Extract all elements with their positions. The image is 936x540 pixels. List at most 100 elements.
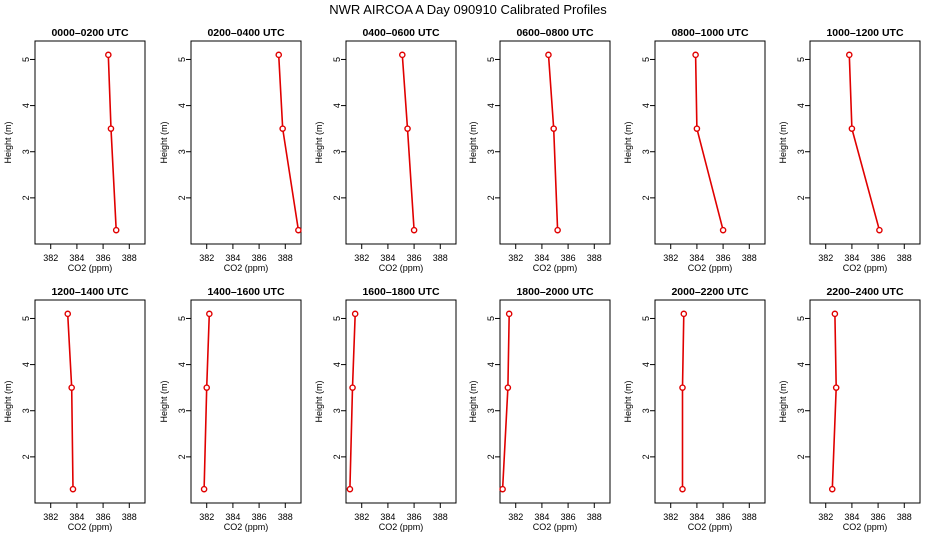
profile-line bbox=[501, 313, 510, 490]
x-tick-label: 386 bbox=[871, 512, 886, 522]
data-point bbox=[279, 125, 286, 132]
y-tick-label: 2 bbox=[796, 454, 806, 459]
panel-title: 1000–1200 UTC bbox=[826, 27, 903, 39]
y-tick-label: 4 bbox=[332, 362, 342, 367]
data-point bbox=[679, 384, 686, 391]
x-tick-label: 382 bbox=[663, 512, 678, 522]
panel-title: 0400–0600 UTC bbox=[362, 27, 439, 39]
x-tick-label: 384 bbox=[689, 253, 704, 263]
y-tick-label: 5 bbox=[641, 316, 651, 321]
y-tick-label: 2 bbox=[21, 454, 31, 459]
data-point bbox=[206, 310, 213, 318]
x-axis-label: CO2 (ppm) bbox=[224, 263, 269, 273]
y-tick-label: 3 bbox=[332, 149, 342, 154]
y-tick-label: 2 bbox=[486, 454, 496, 459]
profile-line bbox=[401, 54, 415, 231]
data-point bbox=[692, 51, 699, 59]
profile-line bbox=[681, 313, 685, 490]
y-tick-label: 2 bbox=[177, 195, 187, 200]
data-point bbox=[399, 51, 406, 59]
y-axis-label: Height (m) bbox=[778, 121, 788, 163]
y-tick-label: 3 bbox=[332, 408, 342, 413]
y-tick-label: 5 bbox=[796, 316, 806, 321]
plot-frame bbox=[190, 299, 302, 504]
x-tick-label: 382 bbox=[818, 512, 833, 522]
data-point bbox=[550, 125, 557, 132]
x-tick-label: 386 bbox=[561, 253, 576, 263]
x-tick-label: 388 bbox=[897, 512, 912, 522]
data-point bbox=[693, 125, 701, 132]
panel-4: 0600–0800 UTC 382 384 386 388 CO2 (ppm) 2 3 4 5 He… bbox=[468, 27, 611, 273]
y-tick-label: 2 bbox=[332, 195, 342, 200]
y-tick-label: 2 bbox=[332, 454, 342, 459]
data-point bbox=[351, 310, 359, 318]
profile-line bbox=[277, 54, 300, 231]
plot-frame bbox=[345, 40, 457, 245]
y-tick-label: 4 bbox=[21, 362, 31, 367]
profile-line bbox=[831, 313, 838, 490]
y-tick-label: 2 bbox=[21, 195, 31, 200]
y-axis-label: Height (m) bbox=[623, 380, 633, 422]
x-tick-label: 382 bbox=[508, 512, 523, 522]
profile-line bbox=[349, 313, 356, 490]
plot-frame bbox=[345, 299, 457, 504]
y-axis-label: Height (m) bbox=[3, 121, 13, 163]
panel-title: 0600–0800 UTC bbox=[516, 27, 593, 39]
y-tick-label: 3 bbox=[177, 408, 187, 413]
x-tick-label: 382 bbox=[199, 512, 214, 522]
plot-frame bbox=[190, 40, 302, 245]
y-tick-label: 2 bbox=[796, 195, 806, 200]
data-point bbox=[845, 51, 853, 59]
profile-line bbox=[694, 54, 724, 231]
panel-title: 1800–2000 UTC bbox=[516, 286, 593, 298]
x-tick-label: 384 bbox=[689, 512, 704, 522]
x-tick-label: 386 bbox=[96, 512, 111, 522]
y-tick-label: 4 bbox=[486, 103, 496, 108]
x-tick-label: 382 bbox=[43, 253, 58, 263]
x-axis-label: CO2 (ppm) bbox=[379, 522, 424, 532]
data-point bbox=[404, 125, 411, 132]
panel-title: 1400–1600 UTC bbox=[207, 286, 284, 298]
x-tick-label: 382 bbox=[354, 253, 369, 263]
panel-grid: 0000–0200 UTC 382 384 386 388 CO2 (ppm) 2 3 4 5 He… bbox=[3, 27, 921, 532]
data-point bbox=[295, 226, 302, 234]
data-point bbox=[203, 384, 211, 391]
x-tick-label: 386 bbox=[716, 253, 731, 263]
y-tick-label: 3 bbox=[177, 149, 187, 154]
profile-line bbox=[203, 313, 211, 490]
data-point bbox=[200, 485, 208, 493]
y-tick-label: 5 bbox=[486, 57, 496, 62]
data-point bbox=[848, 125, 856, 132]
y-tick-label: 5 bbox=[486, 316, 496, 321]
y-tick-label: 2 bbox=[486, 195, 496, 200]
y-tick-label: 2 bbox=[641, 195, 651, 200]
x-tick-label: 386 bbox=[252, 512, 267, 522]
x-tick-label: 384 bbox=[225, 253, 240, 263]
y-tick-label: 5 bbox=[177, 57, 187, 62]
data-point bbox=[679, 485, 686, 493]
data-point bbox=[499, 485, 506, 493]
x-tick-label: 388 bbox=[587, 253, 602, 263]
x-tick-label: 386 bbox=[716, 512, 731, 522]
data-point bbox=[69, 485, 77, 493]
data-point bbox=[554, 226, 561, 234]
data-point bbox=[112, 226, 120, 234]
x-tick-label: 382 bbox=[508, 253, 523, 263]
data-point bbox=[828, 485, 836, 493]
x-tick-label: 388 bbox=[897, 253, 912, 263]
profile-line bbox=[547, 54, 559, 231]
data-point bbox=[832, 384, 840, 391]
y-tick-label: 3 bbox=[486, 408, 496, 413]
data-point bbox=[105, 51, 112, 59]
plot-frame bbox=[499, 40, 611, 245]
x-tick-label: 386 bbox=[407, 253, 422, 263]
x-axis-label: CO2 (ppm) bbox=[533, 522, 578, 532]
plot-frame bbox=[809, 40, 921, 245]
x-tick-label: 388 bbox=[742, 512, 757, 522]
y-tick-label: 3 bbox=[796, 149, 806, 154]
x-axis-label: CO2 (ppm) bbox=[688, 522, 733, 532]
x-tick-label: 384 bbox=[534, 253, 549, 263]
y-tick-label: 5 bbox=[177, 316, 187, 321]
plot-frame bbox=[34, 299, 146, 504]
x-tick-label: 388 bbox=[433, 253, 448, 263]
